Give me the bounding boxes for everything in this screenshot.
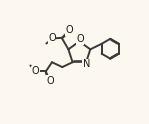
Text: O: O [76,34,84,44]
Text: N: N [83,59,90,69]
Text: O: O [32,66,39,76]
Text: O: O [47,76,54,86]
Text: O: O [48,33,56,43]
Text: O: O [65,25,73,35]
